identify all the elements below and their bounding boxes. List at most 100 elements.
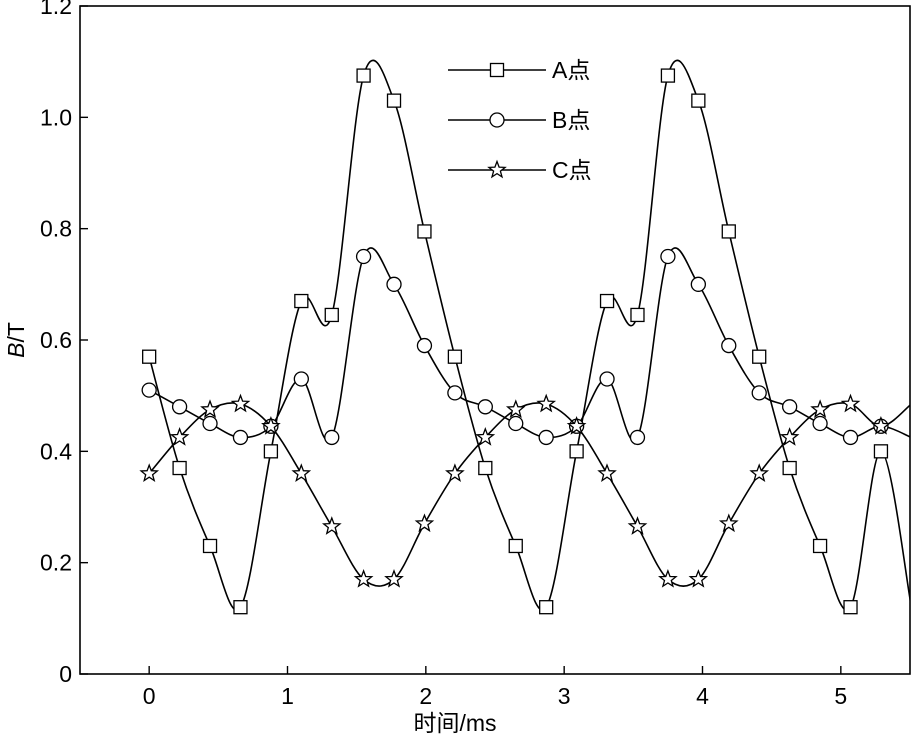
y-axis-title: B/T bbox=[3, 322, 29, 358]
data-point-star bbox=[414, 513, 435, 533]
data-point-circle bbox=[842, 429, 859, 446]
data-point-circle bbox=[232, 429, 249, 446]
data-point-star bbox=[200, 399, 220, 418]
data-point-circle bbox=[202, 415, 218, 432]
data-point-square bbox=[233, 600, 248, 615]
data-point-star bbox=[475, 427, 496, 446]
axes: 0 0.2 0.4 0.6 0.8 1.0 1.2 0 1 2 3 4 5 bbox=[40, 0, 911, 709]
data-point-star bbox=[384, 569, 404, 588]
data-point-star bbox=[321, 516, 342, 535]
data-point-star bbox=[840, 393, 861, 413]
y-tick-label: 0.8 bbox=[40, 216, 72, 242]
data-point-circle bbox=[599, 371, 615, 387]
y-tick-label: 0.6 bbox=[40, 327, 72, 353]
data-point-circle bbox=[447, 385, 463, 401]
y-tick-label: 1.2 bbox=[40, 0, 72, 19]
data-point-star bbox=[291, 463, 312, 482]
x-axis-title: 时间/ms bbox=[413, 710, 496, 736]
data-point-square bbox=[478, 460, 493, 476]
legend-label: B点 bbox=[552, 107, 590, 133]
data-point-circle bbox=[293, 371, 309, 387]
data-point-square bbox=[324, 307, 339, 323]
data-point-star bbox=[445, 463, 465, 482]
data-point-star bbox=[658, 569, 678, 588]
data-point-square bbox=[782, 460, 797, 476]
data-point-star bbox=[261, 415, 281, 435]
y-tick-label: 0.2 bbox=[40, 550, 72, 576]
data-point-square bbox=[294, 293, 309, 309]
data-point-square bbox=[843, 600, 858, 615]
data-point-square bbox=[660, 68, 676, 83]
x-tick-label: 2 bbox=[419, 683, 432, 709]
series-star bbox=[139, 393, 910, 588]
y-axis-title-unit: /T bbox=[3, 322, 29, 342]
data-point-star bbox=[749, 463, 770, 482]
data-point-square bbox=[691, 93, 706, 108]
data-point-star bbox=[566, 415, 587, 435]
data-point-square bbox=[447, 349, 463, 364]
data-point-star bbox=[536, 393, 557, 413]
data-point-circle bbox=[141, 382, 157, 398]
data-point-circle bbox=[721, 337, 737, 354]
data-point-circle bbox=[538, 429, 554, 446]
data-point-square bbox=[721, 224, 736, 239]
data-point-star bbox=[688, 569, 709, 588]
data-point-circle bbox=[355, 248, 372, 265]
y-tick-label: 0.4 bbox=[40, 438, 72, 464]
data-point-square bbox=[356, 68, 371, 83]
series-line-square bbox=[148, 59, 910, 611]
data-point-star bbox=[627, 516, 648, 535]
x-tick-label: 5 bbox=[834, 683, 847, 709]
y-axis-title-symbol: B bbox=[3, 343, 29, 358]
data-point-circle bbox=[508, 415, 524, 432]
plot-frame bbox=[79, 5, 911, 675]
legend-marker-circle bbox=[489, 112, 505, 128]
data-point-circle bbox=[751, 385, 767, 401]
legend-label: C点 bbox=[552, 157, 592, 183]
y-tick-label: 0 bbox=[59, 661, 72, 687]
legend-marker-square bbox=[489, 62, 505, 78]
data-point-star bbox=[871, 415, 891, 435]
legend: A点 B点 C点 bbox=[448, 57, 592, 183]
data-point-square bbox=[263, 444, 279, 459]
data-point-square bbox=[202, 538, 218, 554]
data-point-square bbox=[569, 444, 584, 459]
data-point-square bbox=[386, 93, 402, 108]
y-tick-label: 1.0 bbox=[40, 104, 72, 130]
data-point-circle bbox=[386, 276, 402, 292]
data-point-circle bbox=[477, 399, 493, 415]
x-tick-label: 4 bbox=[696, 683, 709, 709]
data-point-circle bbox=[782, 399, 798, 415]
data-point-square bbox=[539, 600, 554, 615]
data-point-circle bbox=[324, 429, 340, 446]
data-point-circle bbox=[660, 248, 676, 265]
data-point-star bbox=[353, 569, 374, 588]
data-point-star bbox=[779, 427, 800, 446]
data-point-square bbox=[812, 538, 828, 554]
legend-marker-star bbox=[487, 159, 507, 179]
data-point-star bbox=[230, 393, 251, 413]
data-point-star bbox=[139, 463, 160, 482]
data-point-star bbox=[718, 513, 739, 533]
series-square bbox=[142, 59, 910, 615]
data-point-star bbox=[597, 463, 617, 482]
data-point-circle bbox=[690, 276, 706, 292]
series-layer bbox=[139, 59, 910, 615]
data-point-square bbox=[172, 460, 187, 476]
data-point-circle bbox=[416, 337, 433, 354]
data-point-square bbox=[873, 444, 889, 459]
data-point-square bbox=[417, 224, 432, 239]
data-point-circle bbox=[629, 429, 646, 446]
data-point-square bbox=[752, 349, 767, 364]
data-point-star bbox=[505, 399, 526, 418]
data-point-square bbox=[599, 293, 615, 309]
x-tick-label: 0 bbox=[143, 683, 156, 709]
x-tick-label: 1 bbox=[281, 683, 294, 709]
legend-label: A点 bbox=[552, 57, 590, 83]
x-tick-label: 3 bbox=[558, 683, 571, 709]
data-point-square bbox=[508, 538, 523, 554]
data-point-circle bbox=[171, 399, 188, 415]
series-circle bbox=[141, 247, 910, 446]
series-line-circle bbox=[148, 247, 910, 442]
